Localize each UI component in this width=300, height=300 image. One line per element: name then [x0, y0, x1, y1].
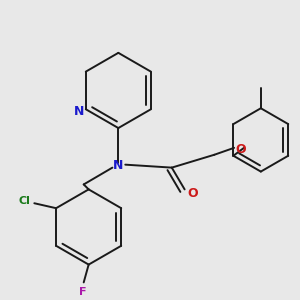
- Text: N: N: [113, 159, 124, 172]
- Text: O: O: [187, 187, 198, 200]
- Text: N: N: [74, 105, 84, 118]
- Text: F: F: [79, 287, 86, 297]
- Text: Cl: Cl: [19, 196, 30, 206]
- Text: O: O: [236, 143, 246, 156]
